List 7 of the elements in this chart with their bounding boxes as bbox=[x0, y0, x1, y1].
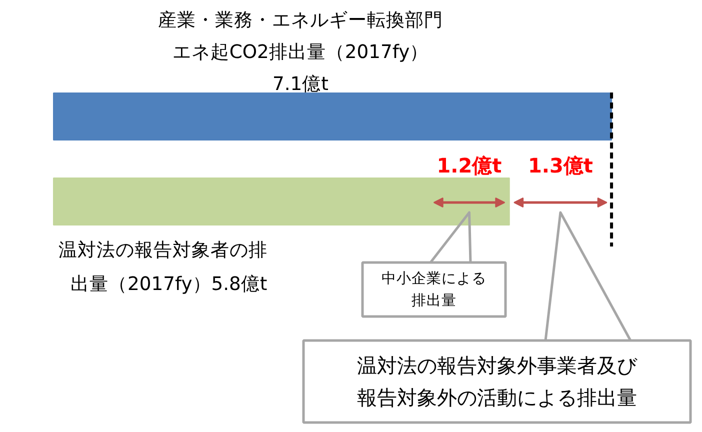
text: 中小企業による排出量 bbox=[382, 270, 486, 309]
text: 産業・業務・エネルギー転換部門エネ起CO2排出量（2017fy） bbox=[158, 9, 443, 63]
text: 温対法の報告対象外事業者及び報告対象外の活動による排出量 bbox=[357, 354, 638, 410]
data-label: 7.1億t bbox=[272, 74, 329, 95]
annotation: 1.3億t bbox=[528, 154, 594, 178]
annotation: 1.2億t bbox=[436, 154, 502, 178]
text: 温対法の報告対象者の排出量（2017fy）5.8億t bbox=[58, 240, 268, 295]
